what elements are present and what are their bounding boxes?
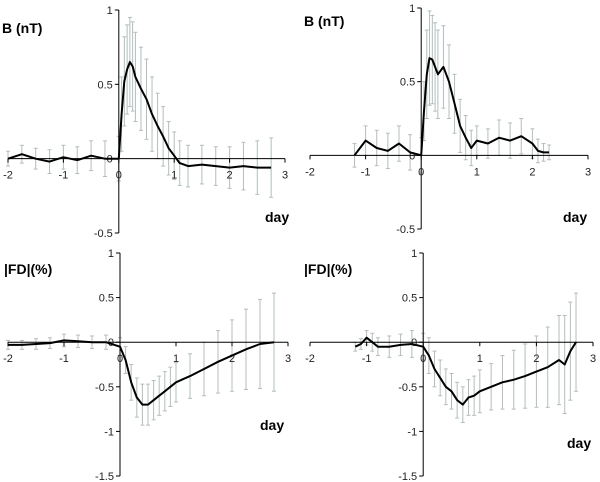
x-tick-label: -2 bbox=[3, 353, 13, 365]
panel-top-left: -2 -1 0 1 2 3-0.500.51B (nT)day bbox=[2, 5, 289, 240]
y-tick-label: 1 bbox=[409, 3, 415, 15]
x-tick-label: 1 bbox=[173, 353, 179, 365]
y-tick-label: -0.5 bbox=[95, 382, 114, 394]
x-axis-label: day bbox=[567, 435, 591, 451]
x-tick-label: -2 bbox=[305, 166, 315, 178]
x-tick-label: -1 bbox=[361, 166, 371, 178]
series-line bbox=[8, 339, 275, 406]
x-tick-label: 3 bbox=[585, 166, 591, 178]
x-tick-label: 0 bbox=[418, 166, 424, 178]
x-tick-label: -1 bbox=[362, 353, 372, 365]
x-tick-label: 3 bbox=[282, 170, 288, 182]
y-tick-label: -0.5 bbox=[396, 224, 415, 236]
y-tick-label: 1 bbox=[108, 248, 114, 260]
y-tick-label: 0 bbox=[411, 337, 417, 349]
x-tick-label: 2 bbox=[229, 353, 235, 365]
x-tick-label: 1 bbox=[477, 353, 483, 365]
y-tick-label: -1 bbox=[407, 426, 417, 438]
x-tick-label: 2 bbox=[227, 170, 233, 182]
x-tick-label: -2 bbox=[305, 353, 315, 365]
x-tick-label: 1 bbox=[474, 166, 480, 178]
x-tick-label: -1 bbox=[59, 170, 69, 182]
x-axis-label: day bbox=[260, 417, 284, 433]
y-axis-label: |FD|(%) bbox=[4, 261, 52, 277]
y-axis-label: B (nT) bbox=[2, 20, 42, 36]
y-tick-label: -1.5 bbox=[95, 471, 114, 482]
y-tick-label: 0.5 bbox=[99, 293, 114, 305]
x-axis-label: day bbox=[265, 209, 289, 225]
y-tick-label: -1 bbox=[104, 426, 114, 438]
y-tick-label: 0 bbox=[409, 150, 415, 162]
y-tick-label: 0.5 bbox=[400, 77, 415, 89]
x-tick-label: 2 bbox=[533, 353, 539, 365]
y-tick-label: 1 bbox=[411, 248, 417, 260]
series-line bbox=[7, 61, 272, 169]
y-tick-label: 1 bbox=[107, 5, 113, 17]
y-tick-label: 0.5 bbox=[98, 79, 113, 91]
y-axis-label: |FD|(%) bbox=[304, 261, 352, 277]
x-tick-label: 0 bbox=[117, 353, 123, 365]
x-tick-label: -1 bbox=[59, 353, 69, 365]
y-tick-label: -0.5 bbox=[94, 228, 113, 240]
series-line bbox=[353, 57, 550, 157]
x-tick-label: 2 bbox=[529, 166, 535, 178]
x-tick-label: 0 bbox=[420, 353, 426, 365]
y-axis-label: B (nT) bbox=[304, 13, 344, 29]
panel-bottom-right: -2 -1 0 1 2 3 -1.5 -1 -0.5 0 0.5 1 |FD|(%) day bbox=[304, 248, 596, 482]
y-tick-label: -1.5 bbox=[398, 471, 417, 482]
series-line bbox=[354, 336, 577, 406]
x-tick-label: 3 bbox=[285, 353, 291, 365]
y-tick-label: 0.5 bbox=[402, 293, 417, 305]
panel-top-right: -2 -1 0 1 2 3 -0.5 0 0.5 1 B (nT) day bbox=[304, 3, 591, 236]
y-tick-label: -0.5 bbox=[398, 382, 417, 394]
x-tick-label: 3 bbox=[590, 353, 596, 365]
x-tick-label: -2 bbox=[3, 170, 13, 182]
x-tick-label: 0 bbox=[116, 170, 122, 182]
x-tick-label: 1 bbox=[171, 170, 177, 182]
x-axis-label: day bbox=[563, 209, 587, 225]
panel-bottom-left: -2 -1 0 1 2 3-1.5-1-0.500.51|FD|(%)day bbox=[3, 248, 291, 482]
